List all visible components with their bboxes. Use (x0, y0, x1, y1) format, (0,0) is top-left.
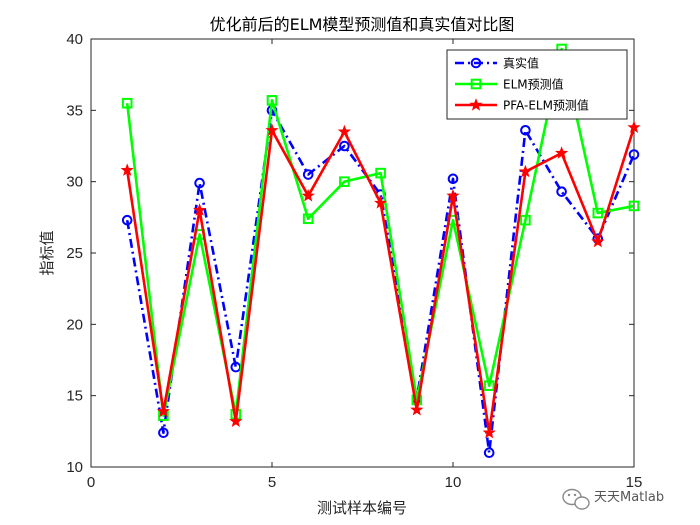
data-point (194, 177, 205, 189)
data-point (156, 404, 170, 417)
data-point (627, 120, 641, 134)
legend-label: PFA-ELM预测值 (503, 98, 589, 113)
watermark: 天天Matlab (562, 488, 664, 510)
data-point (556, 186, 567, 197)
data-point (410, 403, 424, 416)
series-3 (120, 120, 641, 439)
data-point (265, 123, 279, 136)
data-point (518, 164, 532, 178)
wechat-icon (562, 488, 590, 510)
data-point (628, 200, 640, 212)
data-point (301, 189, 315, 202)
data-point (592, 207, 604, 219)
data-point (628, 149, 640, 160)
y-tick-label: 15 (66, 388, 83, 405)
data-point (520, 214, 531, 226)
y-tick-label: 30 (66, 174, 83, 191)
chart-title: 优化前后的ELM模型预测值和真实值对比图 (210, 15, 515, 34)
data-point (447, 173, 459, 185)
data-point (375, 167, 386, 179)
data-point (482, 425, 496, 439)
legend-label: 真实值 (503, 56, 539, 71)
legend-item: ELM预测值 (455, 77, 564, 92)
legend-item: PFA-ELM预测值 (455, 98, 589, 113)
data-point (483, 447, 495, 459)
x-tick-label: 0 (87, 474, 95, 491)
data-point (266, 95, 278, 106)
data-point (446, 189, 460, 202)
legend-marker (469, 98, 483, 111)
data-point (591, 234, 605, 248)
data-point (121, 214, 133, 226)
legend-item: 真实值 (455, 56, 539, 71)
y-tick-label: 35 (66, 102, 83, 119)
data-point (229, 414, 243, 427)
series-line (125, 109, 636, 455)
data-point (374, 196, 388, 209)
data-point (339, 140, 350, 152)
data-point (520, 125, 531, 136)
data-point (121, 97, 133, 109)
y-tick-label: 40 (66, 31, 83, 48)
y-tick-label: 20 (66, 316, 83, 333)
legend-label: ELM预测值 (503, 77, 564, 92)
data-point (555, 146, 569, 159)
y-axis-label: 指标值 (38, 230, 56, 275)
data-point (302, 213, 314, 225)
data-point (193, 203, 207, 216)
legend: 真实值 ELM预测值 PFA-ELM预测值 (446, 49, 628, 120)
legend-marker (470, 78, 482, 90)
x-axis-label: 测试样本编号 (317, 499, 407, 517)
data-point (302, 169, 314, 180)
data-point (339, 176, 350, 187)
data-point (483, 380, 495, 391)
legend-marker (470, 57, 482, 69)
x-tick-label: 5 (268, 474, 276, 491)
data-point (158, 427, 169, 439)
data-point (337, 124, 351, 138)
y-tick-label: 10 (66, 459, 83, 476)
x-tick-label: 15 (626, 474, 643, 491)
y-tick-label: 25 (66, 245, 83, 262)
data-point (120, 163, 134, 176)
x-tick-label: 10 (445, 474, 462, 491)
watermark-text: 天天Matlab (594, 490, 664, 505)
